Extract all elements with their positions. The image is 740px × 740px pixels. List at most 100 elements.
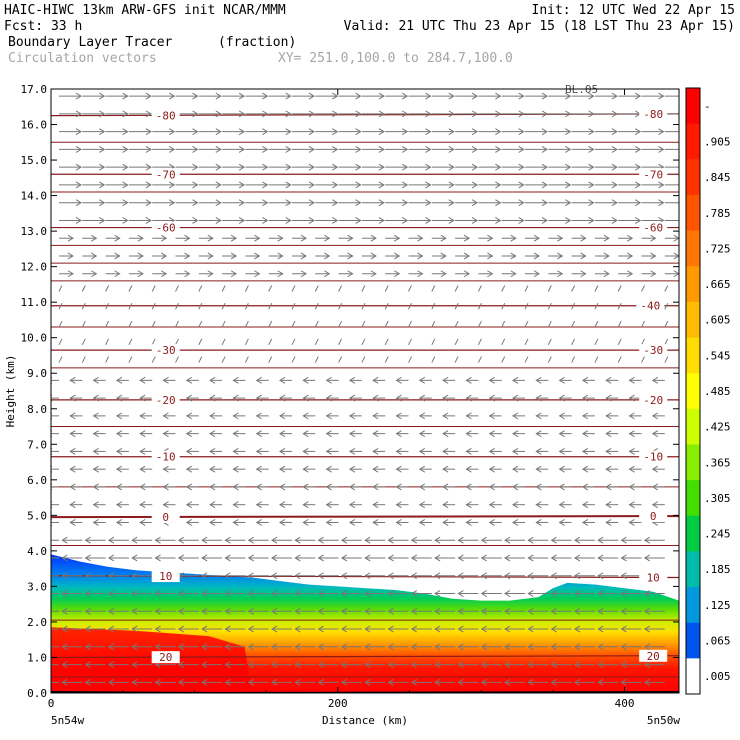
- vector-head: [302, 394, 309, 402]
- vector-shaft: [641, 356, 645, 363]
- vector-head: [378, 163, 385, 171]
- vector-head: [603, 252, 610, 260]
- vector-head: [114, 234, 121, 242]
- vector-head: [565, 217, 572, 224]
- vector-shaft: [151, 285, 156, 292]
- vector-head: [92, 501, 99, 509]
- vector-head: [504, 607, 511, 615]
- vector-shaft: [617, 303, 622, 310]
- vector-head: [177, 554, 185, 562]
- vector-head: [238, 163, 246, 171]
- vector-head: [154, 536, 161, 544]
- vector-shaft: [524, 320, 529, 328]
- vector-head: [168, 199, 176, 207]
- vector-head: [177, 590, 185, 597]
- vector-head: [192, 128, 199, 136]
- vector-head: [565, 199, 572, 207]
- vector-shaft: [477, 285, 482, 292]
- vector-head: [372, 394, 379, 402]
- vector-head: [620, 590, 627, 597]
- vector-shaft: [524, 285, 529, 292]
- vector-head: [370, 234, 377, 242]
- vector-head: [317, 661, 324, 669]
- vector-head: [504, 678, 511, 686]
- vector-shaft: [151, 338, 156, 346]
- vector-shaft: [268, 303, 273, 310]
- vector-head: [620, 661, 627, 669]
- vector-head: [340, 678, 348, 686]
- vector-head: [378, 110, 385, 118]
- vector-head: [510, 252, 517, 260]
- colorbar-swatch: [686, 230, 700, 267]
- vector-head: [643, 678, 651, 686]
- vector-shaft: [314, 320, 319, 328]
- vector-head: [69, 430, 76, 438]
- vector-head: [651, 376, 659, 384]
- vector-head: [573, 678, 581, 686]
- vector-name: Circulation vectors: [8, 51, 157, 66]
- vector-head: [122, 110, 129, 118]
- vector-shaft: [641, 285, 645, 292]
- vector-head: [651, 430, 659, 438]
- vector-head: [504, 536, 511, 544]
- vector-head: [162, 501, 169, 509]
- vector-shaft: [641, 338, 645, 346]
- vector-shaft: [244, 285, 249, 292]
- contour-label: -10: [156, 451, 176, 464]
- vector-head: [471, 181, 479, 189]
- colorbar-label: .185: [704, 563, 731, 576]
- vector-head: [573, 625, 581, 633]
- colorbar-label: .425: [704, 421, 731, 434]
- vector-head: [565, 145, 572, 153]
- vector-head: [378, 181, 385, 189]
- vector-head: [558, 412, 565, 420]
- vector-shaft: [175, 285, 179, 292]
- vector-head: [185, 412, 193, 420]
- vector-head: [271, 661, 278, 669]
- vector-head: [434, 536, 441, 544]
- vector-head: [401, 217, 409, 224]
- vector-head: [285, 163, 292, 171]
- vector-shaft: [338, 356, 343, 363]
- colorbar-swatch: [686, 515, 700, 552]
- vector-head: [387, 554, 394, 562]
- vector-head: [581, 501, 589, 509]
- vector-head: [643, 643, 651, 651]
- contour-label-bg: [151, 168, 180, 181]
- contour-label: -60: [156, 222, 176, 235]
- vector-head: [588, 163, 595, 171]
- vector-head: [364, 607, 371, 615]
- vector-shaft: [524, 303, 529, 310]
- vector-head: [139, 447, 146, 455]
- vector-head: [535, 447, 542, 455]
- vector-head: [332, 92, 339, 100]
- contour-label-bg: [639, 393, 668, 406]
- y-tick-label: 0.0: [27, 687, 47, 700]
- vector-head: [122, 92, 129, 100]
- vector-head: [541, 110, 548, 118]
- vector-head: [550, 678, 557, 686]
- x-tick-label: 400: [615, 697, 635, 710]
- vector-head: [597, 625, 604, 633]
- vector-head: [364, 661, 371, 669]
- vector-head: [372, 430, 379, 438]
- vector-head: [387, 590, 394, 597]
- vector-shaft: [81, 356, 86, 363]
- vector-shaft: [408, 285, 412, 292]
- vector-head: [201, 536, 208, 544]
- vector-shaft: [571, 303, 576, 310]
- vector-head: [495, 110, 502, 118]
- vector-head: [463, 270, 471, 278]
- vector-head: [487, 252, 494, 260]
- contour-label: -60: [643, 222, 663, 235]
- vector-head: [558, 483, 565, 491]
- vector-head: [209, 483, 216, 491]
- vector-head: [348, 376, 356, 384]
- vector-head: [99, 110, 106, 118]
- vector-head: [558, 394, 565, 402]
- vector-head: [465, 447, 472, 455]
- vector-head: [651, 501, 659, 509]
- vector-head: [541, 181, 548, 189]
- vector-shaft: [431, 303, 436, 310]
- vector-shaft: [594, 303, 599, 310]
